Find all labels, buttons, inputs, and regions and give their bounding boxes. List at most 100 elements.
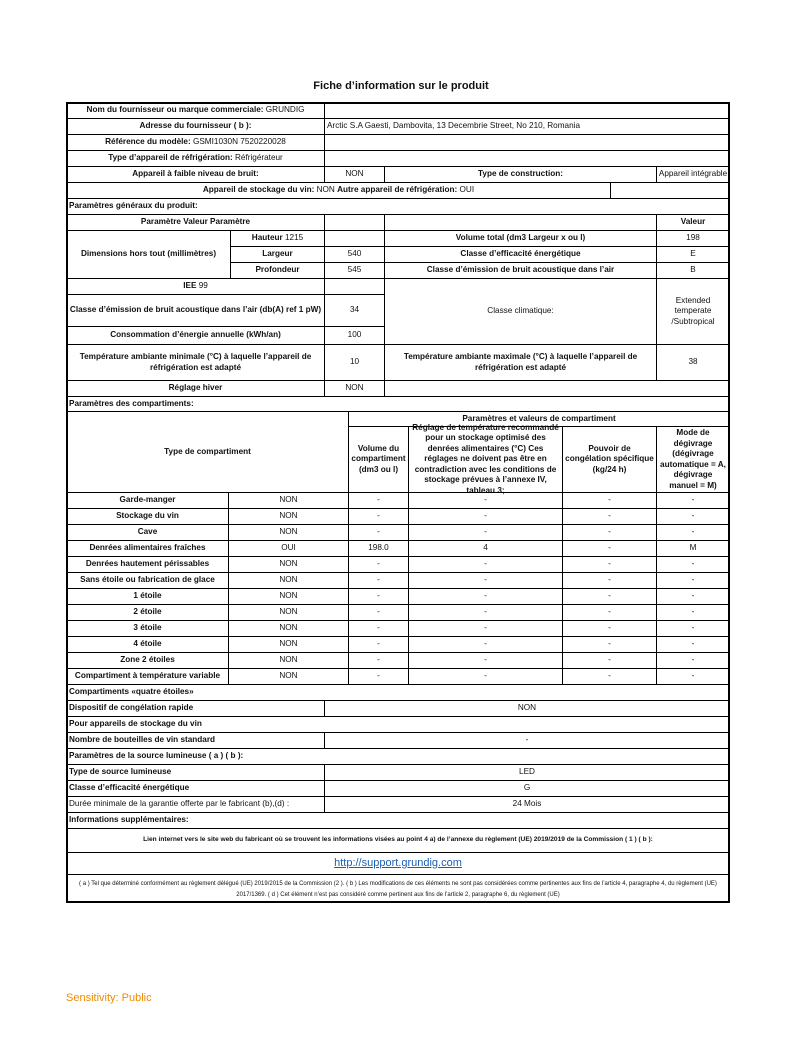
compartment-temp: - (408, 636, 563, 653)
compartment-defrost-text: - (691, 607, 695, 617)
supplier-cell: Nom du fournisseur ou marque commerciale… (66, 102, 325, 119)
compartment-defrost-text: - (691, 623, 695, 633)
model-cell-text: Référence du modèle: (105, 137, 191, 147)
compartment-present: NON (228, 508, 349, 525)
empty-cell (384, 380, 730, 397)
consumption-label-text: Consommation d’énergie annuelle (kWh/an) (110, 330, 281, 340)
col-freeze-header: Pouvoir de congélation spécifique (kg/24… (562, 426, 657, 493)
params-header-right-text: Valeur (680, 217, 706, 227)
compartment-volume: - (348, 652, 409, 669)
wine-other-cell-text: NON (316, 185, 335, 195)
compartment-defrost: - (656, 492, 730, 509)
compartment-freeze-text: - (608, 511, 611, 521)
type-cell-text: Réfrigérateur (235, 153, 283, 163)
energy-class-value: E (656, 246, 730, 263)
compartment-freeze: - (562, 540, 657, 557)
four-star-section: Compartiments «quatre étoiles» (66, 684, 730, 701)
compartment-freeze: - (562, 524, 657, 541)
compartment-present-text: NON (279, 607, 298, 617)
compartment-freeze-text: - (608, 495, 611, 505)
volume-value-text: 198 (686, 233, 700, 243)
compartment-temp: - (408, 604, 563, 621)
height-label: Hauteur 1215 (230, 230, 325, 247)
compartment-temp: - (408, 492, 563, 509)
compartment-temp-text: 4 (483, 543, 488, 553)
wine-section: Pour appareils de stockage du vin (66, 716, 730, 733)
noise-db-value-text: 34 (349, 305, 360, 315)
compartment-defrost-text: - (691, 575, 695, 585)
type-cell-text: Type d’appareil de réfrigération: (108, 153, 233, 163)
general-params-section: Paramètres généraux du produit: (66, 198, 730, 215)
empty-cell (610, 182, 730, 199)
compartment-name-text: Denrées hautement périssables (85, 559, 210, 569)
climate-value-text: Extended temperate /Subtropical (671, 295, 715, 326)
compartment-temp-text: - (484, 559, 487, 569)
compartment-name-text: Denrées alimentaires fraîches (89, 543, 206, 553)
compartment-temp: - (408, 508, 563, 525)
low-noise-label: Appareil à faible niveau de bruit: (66, 166, 325, 183)
compartment-volume-text: - (377, 623, 380, 633)
compartment-freeze-text: - (608, 559, 611, 569)
winter-value-text: NON (345, 383, 364, 393)
compartment-temp: - (408, 668, 563, 685)
light-class-value: G (324, 780, 730, 797)
compartment-present-text: NON (279, 623, 298, 633)
wine-section-text: Pour appareils de stockage du vin (69, 719, 202, 729)
bottles-value-text: - (525, 735, 529, 745)
compartment-name-text: Garde-manger (119, 495, 176, 505)
wine-other-cell: Appareil de stockage du vin: NON Autre a… (66, 182, 611, 199)
consumption-value: 100 (324, 326, 385, 345)
wine-other-cell-text: Autre appareil de réfrigération: (337, 185, 458, 195)
compartment-volume-text: - (377, 559, 380, 569)
fast-freeze-label: Dispositif de congélation rapide (66, 700, 325, 717)
type-cell: Type d’appareil de réfrigération: Réfrig… (66, 150, 325, 167)
compartment-name-text: Cave (137, 527, 158, 537)
compartment-temp: - (408, 524, 563, 541)
climate-label: Classe climatique: (384, 278, 657, 345)
dimensions-label-text: Dimensions hors tout (millimètres) (80, 249, 217, 259)
low-noise-value-text: NON (345, 169, 364, 179)
compartment-volume-text: - (377, 575, 380, 585)
compartment-defrost-text: - (691, 655, 695, 665)
compartment-volume-text: - (377, 527, 380, 537)
light-type-value: LED (324, 764, 730, 781)
compartment-freeze-text: - (608, 623, 611, 633)
col-volume-header-text: Volume du compartiment (dm3 ou l) (351, 443, 406, 474)
compartment-volume-text: - (377, 607, 380, 617)
compartment-name: Stockage du vin (66, 508, 229, 525)
compartment-values-header-text: Paramètres et valeurs de compartiment (462, 413, 616, 423)
fast-freeze-label-text: Dispositif de congélation rapide (69, 703, 194, 713)
compartment-present-text: NON (279, 639, 298, 649)
model-cell-text: GSMI1030N 7520220028 (192, 137, 286, 147)
warranty-label: Durée minimale de la garantie offerte pa… (66, 796, 325, 813)
climate-value: Extended temperate /Subtropical (656, 278, 730, 345)
params-header-left-text: Paramètre Valeur Paramètre (140, 217, 251, 227)
compartment-freeze-text: - (608, 591, 611, 601)
compartment-name-text: Compartiment à température variable (74, 671, 221, 681)
compartment-freeze-text: - (608, 655, 611, 665)
footnote: ( a ) Tel que déterminé conformément au … (66, 874, 730, 903)
link-label: Lien internet vers le site web du fabric… (66, 828, 730, 853)
address-value-text: Arctic S.A Gaesti, Dambovita, 13 Decembr… (327, 121, 581, 131)
winter-value: NON (324, 380, 385, 397)
compartment-type-header-text: Type de compartiment (164, 446, 251, 456)
compartment-name: 1 étoile (66, 588, 229, 605)
compartment-name-text: 4 étoile (133, 639, 162, 649)
empty-cell (324, 214, 385, 231)
iee-cell-text: IEE (183, 281, 197, 291)
width-value-text: 540 (347, 249, 362, 259)
tmax-value: 38 (656, 344, 730, 381)
support-link[interactable]: http://support.grundig.com (334, 856, 462, 869)
compartment-freeze-text: - (608, 575, 611, 585)
compartment-volume-text: - (377, 639, 380, 649)
compartment-freeze: - (562, 492, 657, 509)
light-class-label-text: Classe d’efficacité énergétique (69, 783, 190, 793)
winter-label: Réglage hiver (66, 380, 325, 397)
depth-label-text: Profondeur (255, 265, 300, 275)
tmin-value-text: 10 (349, 357, 360, 367)
col-freeze-header-text: Pouvoir de congélation spécifique (kg/24… (565, 443, 654, 474)
compartment-defrost-text: - (691, 639, 695, 649)
compartment-freeze: - (562, 620, 657, 637)
low-noise-value: NON (324, 166, 385, 183)
compartment-volume-text: - (377, 671, 380, 681)
